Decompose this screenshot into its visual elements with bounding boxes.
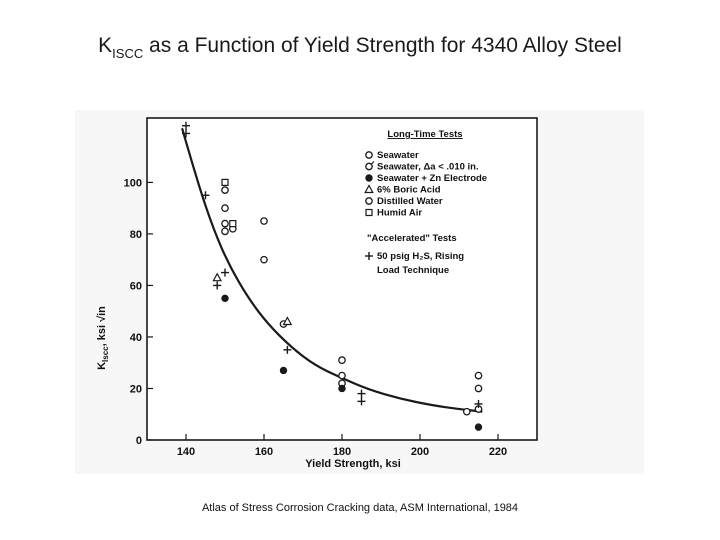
point-4-1 [182, 129, 190, 138]
y-label-sub: Iscc [101, 346, 110, 362]
legend-label-2: Seawater + Zn Electrode [377, 173, 487, 184]
x-axis-label: Yield Strength, ksi [305, 458, 401, 470]
source-caption: Atlas of Stress Corrosion Cracking data,… [201, 502, 519, 514]
point-0-11 [462, 407, 471, 416]
point-0-3 [221, 227, 229, 236]
legend-header-long: Long-Time Tests [387, 129, 462, 140]
point-1-2 [338, 384, 346, 393]
y-label-unit: , ksi √in [96, 306, 108, 347]
legend-marker-1 [365, 161, 375, 171]
point-0-8 [338, 356, 346, 364]
y-tick-label-20: 20 [130, 383, 142, 395]
slide-title: KISCC as a Function of Yield Strength fo… [0, 34, 720, 61]
point-3-0 [221, 178, 229, 187]
x-tick-label-220: 220 [489, 446, 507, 458]
y-tick-label-60: 60 [130, 280, 142, 292]
point-1-1 [279, 366, 288, 375]
point-1-3 [474, 423, 483, 431]
y-tick-label-40: 40 [130, 332, 142, 344]
point-4-2 [201, 191, 210, 200]
chart-image: 140 160 180 200 220 0 20 40 60 80 100 Long-Time Te… [75, 110, 644, 474]
x-tick-label-140: 140 [177, 446, 195, 458]
x-tick-label-160: 160 [255, 446, 273, 458]
legend-label-5: Humid Air [377, 208, 422, 219]
point-4-6 [357, 389, 366, 398]
legend-marker-2 [365, 174, 373, 182]
tick-marks: 140 160 180 200 220 0 20 40 60 80 100 [124, 177, 508, 458]
legend-label-6: 50 psig H₂S, Rising [377, 251, 464, 262]
point-0-6 [260, 255, 268, 264]
point-4-7 [357, 397, 366, 406]
point-4-5 [283, 345, 292, 354]
y-axis-label: KIscc, ksi √in [96, 306, 110, 370]
point-0-0 [221, 186, 229, 194]
point-4-3 [213, 281, 222, 290]
x-tick-label-180: 180 [333, 446, 351, 458]
trend-curve [181, 127, 483, 413]
legend-label-7: Load Technique [377, 265, 449, 276]
legend-label-3: 6% Boric Acid [377, 185, 441, 196]
point-4-0 [182, 121, 190, 130]
point-0-5 [260, 217, 268, 225]
title-rest: as a Function of Yield Strength for 4340… [143, 34, 622, 57]
point-4-8 [474, 399, 483, 408]
legend-marker-5 [365, 208, 373, 217]
y-tick-label-100: 100 [124, 177, 142, 189]
point-1-0 [221, 294, 229, 303]
point-2-0 [212, 272, 223, 282]
title-subscript: ISCC [112, 46, 144, 61]
axis-labels: Yield Strength, ksi KIscc, ksi √in [96, 306, 401, 470]
legend-marker-0 [365, 151, 373, 159]
point-2-1 [282, 316, 293, 326]
title-main: K [98, 34, 113, 57]
y-tick-label-0: 0 [136, 435, 142, 447]
point-3-1 [229, 220, 237, 228]
point-0-2 [221, 219, 229, 228]
data-points [182, 121, 483, 431]
legend-label-0: Seawater [377, 150, 419, 161]
chart-svg: 140 160 180 200 220 0 20 40 60 80 100 Long-Time Te… [96, 117, 538, 470]
x-tick-label-200: 200 [411, 446, 429, 458]
trend-curve-layer [181, 127, 483, 413]
point-4-4 [221, 268, 229, 277]
legend-marker-3 [364, 184, 374, 194]
legend-marker-4 [365, 197, 373, 205]
point-0-9 [338, 371, 346, 380]
legend-header-accelerated: "Accelerated" Tests [367, 233, 457, 244]
legend-marker-6 [365, 252, 373, 260]
legend-label-4: Distilled Water [377, 196, 443, 207]
point-0-1 [221, 204, 229, 213]
point-0-13 [474, 384, 483, 393]
y-label-main: K [96, 362, 108, 370]
y-tick-label-80: 80 [130, 229, 142, 241]
legend-label-1: Seawater, Δa < .010 in. [377, 162, 479, 173]
point-0-12 [474, 371, 483, 380]
